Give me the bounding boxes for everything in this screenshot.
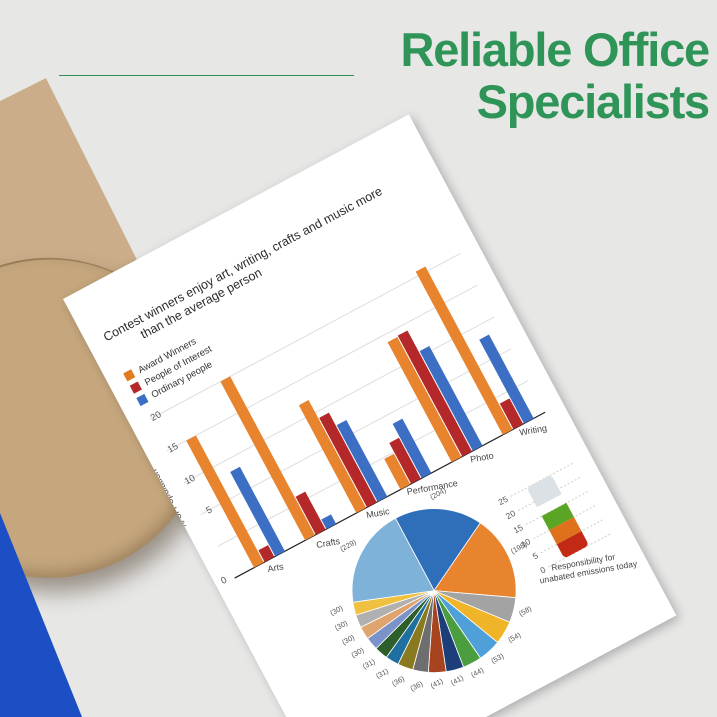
svg-text:(41): (41) xyxy=(429,676,445,690)
svg-text:(44): (44) xyxy=(469,665,485,679)
svg-text:(36): (36) xyxy=(390,674,406,688)
svg-text:(31): (31) xyxy=(361,657,377,671)
svg-text:(30): (30) xyxy=(329,603,345,617)
svg-text:(229): (229) xyxy=(338,537,357,553)
svg-text:20: 20 xyxy=(504,508,517,521)
svg-text:Arts: Arts xyxy=(267,561,285,574)
svg-text:Writing: Writing xyxy=(519,423,548,438)
svg-text:(30): (30) xyxy=(350,645,366,659)
svg-text:(30): (30) xyxy=(333,618,349,632)
svg-text:20: 20 xyxy=(149,409,164,424)
svg-text:(58): (58) xyxy=(517,604,533,618)
svg-text:Contest winners enjoy art, wri: Contest winners enjoy art, writing, craf… xyxy=(101,184,385,344)
svg-text:(36): (36) xyxy=(409,679,425,693)
svg-text:25: 25 xyxy=(497,494,510,507)
svg-text:0: 0 xyxy=(219,575,229,587)
svg-text:10: 10 xyxy=(183,473,198,488)
svg-text:15: 15 xyxy=(166,441,181,456)
svg-text:(31): (31) xyxy=(374,666,390,680)
svg-text:5: 5 xyxy=(531,550,540,561)
svg-text:(53): (53) xyxy=(489,651,505,665)
svg-text:Crafts: Crafts xyxy=(315,536,341,550)
svg-text:5: 5 xyxy=(204,504,214,516)
svg-text:15: 15 xyxy=(512,522,525,535)
svg-text:Music: Music xyxy=(365,506,390,520)
svg-text:(54): (54) xyxy=(506,630,522,644)
svg-text:(41): (41) xyxy=(449,673,465,687)
svg-text:(30): (30) xyxy=(340,633,356,647)
svg-text:Photo: Photo xyxy=(470,451,495,465)
